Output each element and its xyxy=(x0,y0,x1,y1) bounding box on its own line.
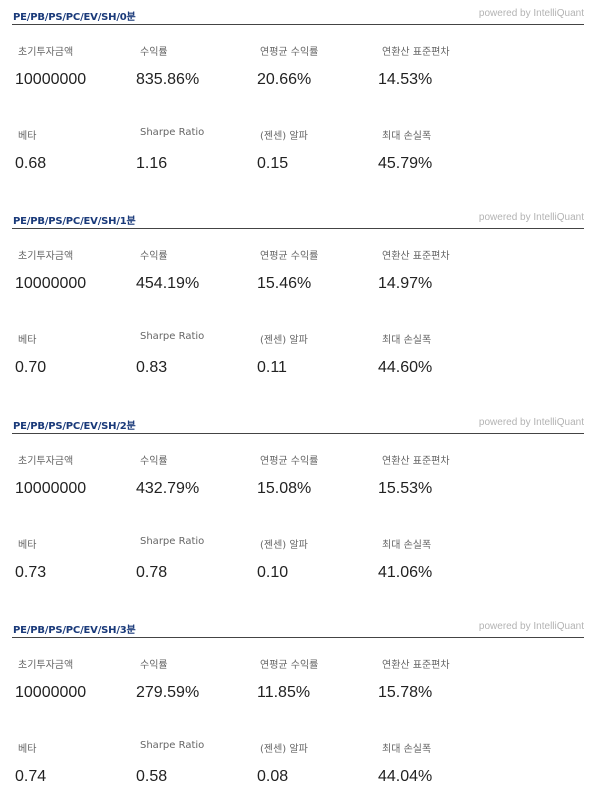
metric-label: 최대 손실폭 xyxy=(382,131,432,142)
powered-by-label[interactable]: powered by IntelliQuant xyxy=(478,621,584,632)
metric-value: 44.60% xyxy=(378,359,433,376)
metric-label: (젠센) 알파 xyxy=(260,335,308,346)
metric-value: 835.86% xyxy=(136,71,200,88)
metric-value: 0.08 xyxy=(257,768,289,785)
metric-label: 연환산 표준편차 xyxy=(382,47,450,58)
metric-label: 베타 xyxy=(18,131,37,142)
metric-label: 연평균 수익률 xyxy=(260,660,319,671)
metric-label: 수익률 xyxy=(140,47,168,58)
metric-value: 454.19% xyxy=(136,275,200,292)
metric-value: 0.83 xyxy=(136,359,168,376)
metric-value: 0.68 xyxy=(15,155,47,172)
metric-label: 수익률 xyxy=(140,660,168,671)
metric-value: 15.53% xyxy=(378,480,433,497)
metric-value: 15.78% xyxy=(378,684,433,701)
metric-label: 최대 손실폭 xyxy=(382,335,432,346)
metric-value: 10000000 xyxy=(15,480,87,497)
metric-value: 0.58 xyxy=(136,768,168,785)
metric-label: (젠센) 알파 xyxy=(260,540,308,551)
metric-value: 1.16 xyxy=(136,155,168,172)
metric-label: 수익률 xyxy=(140,251,168,262)
metric-label: 베타 xyxy=(18,335,37,346)
metric-value: 0.73 xyxy=(15,564,47,581)
metric-label: 초기투자금액 xyxy=(18,660,74,671)
metric-label: 초기투자금액 xyxy=(18,251,74,262)
metric-value: 0.15 xyxy=(257,155,289,172)
metric-value: 41.06% xyxy=(378,564,433,581)
metric-value: 0.11 xyxy=(257,359,287,376)
metric-label: Sharpe Ratio xyxy=(140,127,205,138)
metric-label: 베타 xyxy=(18,540,37,551)
metric-label: Sharpe Ratio xyxy=(140,536,205,547)
metric-label: 최대 손실폭 xyxy=(382,540,432,551)
section-title: PE/PB/PS/PC/EV/SH/3분 xyxy=(13,625,136,636)
section-title: PE/PB/PS/PC/EV/SH/2분 xyxy=(13,421,136,432)
metric-value: 0.70 xyxy=(15,359,47,376)
metric-value: 45.79% xyxy=(378,155,433,172)
metric-label: 연환산 표준편차 xyxy=(382,456,450,467)
metric-label: 연환산 표준편차 xyxy=(382,660,450,671)
powered-by-label[interactable]: powered by IntelliQuant xyxy=(478,417,584,428)
metric-value: 14.53% xyxy=(378,71,433,88)
section-header: PE/PB/PS/PC/EV/SH/3분 powered by IntelliQu… xyxy=(12,619,584,638)
section-title: PE/PB/PS/PC/EV/SH/0분 xyxy=(13,12,136,23)
section-header: PE/PB/PS/PC/EV/SH/0분 powered by IntelliQu… xyxy=(12,6,584,25)
metric-value: 10000000 xyxy=(15,684,87,701)
metric-label: (젠센) 알파 xyxy=(260,744,308,755)
metric-value: 11.85% xyxy=(257,684,311,701)
metric-label: Sharpe Ratio xyxy=(140,740,205,751)
metric-value: 0.78 xyxy=(136,564,168,581)
powered-by-label[interactable]: powered by IntelliQuant xyxy=(478,8,584,19)
metric-value: 20.66% xyxy=(257,71,312,88)
metric-label: 연평균 수익률 xyxy=(260,47,319,58)
metric-value: 432.79% xyxy=(136,480,200,497)
metric-label: 연평균 수익률 xyxy=(260,251,319,262)
metric-value: 0.10 xyxy=(257,564,289,581)
metric-label: 초기투자금액 xyxy=(18,47,74,58)
metric-label: 수익률 xyxy=(140,456,168,467)
metric-value: 14.97% xyxy=(378,275,433,292)
metric-value: 279.59% xyxy=(136,684,200,701)
powered-by-label[interactable]: powered by IntelliQuant xyxy=(478,212,584,223)
metric-value: 15.08% xyxy=(257,480,312,497)
metric-label: 연환산 표준편차 xyxy=(382,251,450,262)
metric-label: Sharpe Ratio xyxy=(140,331,205,342)
metric-value: 10000000 xyxy=(15,275,87,292)
section-title: PE/PB/PS/PC/EV/SH/1분 xyxy=(13,216,136,227)
metric-value: 10000000 xyxy=(15,71,87,88)
metric-value: 0.74 xyxy=(15,768,47,785)
metric-label: 연평균 수익률 xyxy=(260,456,319,467)
metric-label: 초기투자금액 xyxy=(18,456,74,467)
metric-value: 44.04% xyxy=(378,768,433,785)
metric-label: 베타 xyxy=(18,744,37,755)
metric-value: 15.46% xyxy=(257,275,312,292)
metric-label: (젠센) 알파 xyxy=(260,131,308,142)
section-header: PE/PB/PS/PC/EV/SH/1분 powered by IntelliQu… xyxy=(12,210,584,229)
section-header: PE/PB/PS/PC/EV/SH/2분 powered by IntelliQu… xyxy=(12,415,584,434)
metric-label: 최대 손실폭 xyxy=(382,744,432,755)
